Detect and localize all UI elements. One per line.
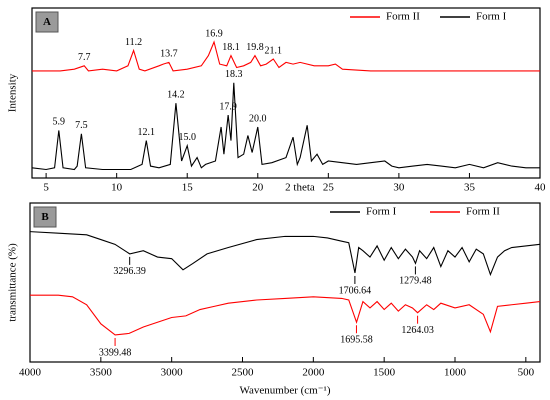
x-tick-label: 4000	[19, 367, 42, 379]
annotation-label: 12.1	[138, 127, 156, 138]
x-tick-label: 2000	[302, 367, 325, 379]
legend-label: Form I	[366, 206, 397, 218]
x-tick-label: 10	[111, 182, 123, 194]
panel-label: B	[41, 211, 49, 223]
x-tick-label: 5	[43, 182, 49, 194]
panel-badge	[35, 11, 59, 33]
series-line	[30, 294, 541, 336]
annotation-label: 14.2	[167, 89, 185, 100]
x-tick-label: 3000	[161, 367, 184, 379]
plot-frame	[29, 202, 541, 363]
legend-label: Form II	[466, 206, 500, 218]
annotation-label: 1706.64	[339, 285, 372, 296]
panel-label: A	[43, 16, 51, 28]
x-tick-label: 1000	[444, 367, 467, 379]
annotation-label: 1279.48	[399, 276, 432, 287]
x-axis-label: Wavenumber (cm⁻¹)	[240, 385, 331, 397]
annotation-label: 15.0	[178, 132, 196, 143]
series-line	[32, 40, 540, 72]
annotation-label: 1695.58	[340, 335, 373, 346]
annotation-label: 7.5	[75, 120, 88, 131]
annotation-label: 1264.03	[401, 325, 434, 336]
x-tick-label: 25	[323, 182, 335, 194]
annotation-label: 18.3	[225, 69, 243, 80]
legend-label: Form I	[476, 11, 507, 23]
annotation-label: 5.9	[53, 117, 66, 128]
annotation-label: 3399.48	[99, 347, 132, 358]
series-line	[31, 82, 540, 171]
annotation-label: 13.7	[160, 49, 178, 60]
y-axis-label: Intensity	[7, 73, 19, 112]
x-tick-label: 35	[464, 182, 476, 194]
annotation-label: 3296.39	[113, 266, 146, 277]
annotation-label: 21.1	[265, 45, 283, 56]
series-line	[29, 231, 541, 277]
panel-badge	[33, 206, 57, 228]
annotation-label: 20.0	[249, 113, 267, 124]
x-tick-label: 3500	[90, 367, 113, 379]
x-tick-label: 15	[182, 182, 194, 194]
x-tick-label: 20	[252, 182, 264, 194]
y-axis-label: transmittance (%)	[7, 243, 19, 322]
x-tick-label: 40	[535, 182, 547, 194]
x-tick-label: 1500	[373, 367, 396, 379]
plot-frame	[31, 7, 541, 179]
annotation-label: 16.9	[205, 28, 223, 39]
legend-label: Form II	[386, 11, 420, 23]
annotation-label: 18.1	[222, 42, 240, 53]
annotation-label: 7.7	[78, 52, 91, 63]
annotation-label: 17.9	[219, 101, 237, 112]
annotation-label: 11.2	[125, 37, 142, 48]
x-tick-label: 500	[518, 367, 535, 379]
x-tick-label: 2500	[232, 367, 255, 379]
x-axis-label: 2 theta	[285, 182, 315, 194]
x-tick-label: 30	[393, 182, 405, 194]
annotation-label: 19.8	[246, 42, 264, 53]
